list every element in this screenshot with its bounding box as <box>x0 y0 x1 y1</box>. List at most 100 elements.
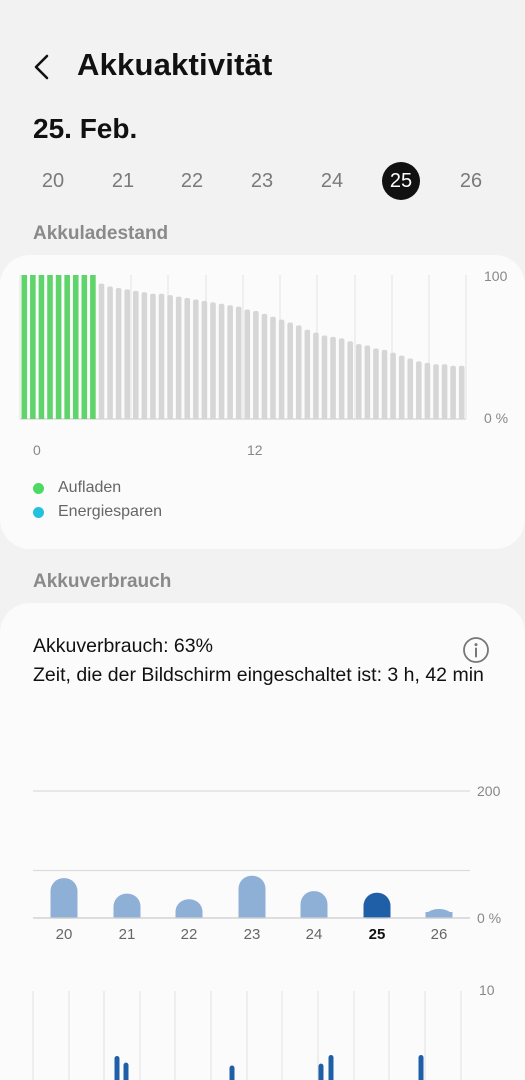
charging-bar <box>47 275 53 419</box>
level-bar <box>458 365 465 419</box>
level-bar <box>175 296 182 419</box>
info-icon[interactable] <box>462 636 490 664</box>
hourly-bar <box>318 1063 324 1080</box>
level-bar <box>450 365 456 419</box>
level-bar <box>278 319 285 419</box>
week-x-label: 25 <box>369 926 386 943</box>
y-tick-label: 10 <box>479 982 495 998</box>
charging-bar <box>72 275 79 419</box>
level-bar <box>338 338 345 419</box>
level-bar <box>184 298 191 419</box>
x-tick-label: 0 <box>33 442 41 458</box>
level-bar <box>261 313 268 419</box>
charging-bar <box>90 275 96 419</box>
level-bar <box>364 345 371 419</box>
day-21[interactable]: 21 <box>111 170 135 192</box>
charging-bar <box>21 275 28 419</box>
hourly-bar <box>229 1065 235 1080</box>
week-x-label: 21 <box>119 926 136 943</box>
hourly-bar <box>328 1055 334 1080</box>
charging-bar <box>38 275 45 419</box>
week-x-label: 23 <box>244 926 261 943</box>
level-bar <box>424 362 431 419</box>
level-bar <box>218 303 225 419</box>
level-bar <box>253 311 259 419</box>
usage-percentage-text: Akkuverbrauch: 63% <box>33 635 213 657</box>
level-bar <box>295 325 302 419</box>
level-bar <box>167 295 173 419</box>
app-header: Akkuaktivität <box>0 44 525 90</box>
level-bar <box>441 364 448 419</box>
level-bar <box>210 302 216 419</box>
y-tick-label: 0 % <box>484 410 508 426</box>
charging-legend-dot <box>33 483 44 494</box>
y-tick-label: 0 % <box>477 910 501 926</box>
level-bar <box>433 364 439 419</box>
level-bar <box>107 286 113 419</box>
week-bar-base <box>363 912 391 918</box>
hourly-usage-chart: 10 <box>32 982 495 1080</box>
selected-date-title: 25. Feb. <box>33 113 138 144</box>
level-bar <box>313 332 319 419</box>
battery-level-chart: 100 0 % 0 12 <box>19 268 508 458</box>
level-bar <box>244 309 251 419</box>
hourly-bar <box>123 1062 129 1080</box>
week-bar-base <box>50 912 78 918</box>
hourly-bar <box>418 1055 424 1080</box>
level-bar <box>407 358 414 419</box>
weekly-usage-chart: 20 21 22 23 24 25 26 200 0 % <box>33 783 501 943</box>
screen-time-text: Zeit, die der Bildschirm eingeschaltet i… <box>33 664 484 686</box>
day-23[interactable]: 23 <box>250 170 274 192</box>
level-bar <box>235 306 242 419</box>
level-bar <box>150 293 156 419</box>
week-bar-base <box>425 912 453 918</box>
level-bar <box>133 290 139 419</box>
level-bar <box>141 292 148 419</box>
charging-bar <box>81 275 88 419</box>
y-tick-label: 100 <box>484 268 508 284</box>
page-title: Akkuaktivität <box>77 47 273 82</box>
day-25[interactable]: 25 <box>382 162 420 200</box>
day-22[interactable]: 22 <box>180 170 204 192</box>
charging-bar <box>64 275 70 419</box>
charging-bar <box>30 275 36 419</box>
level-bar <box>98 283 105 419</box>
power-saving-legend-dot <box>33 507 44 518</box>
level-bar <box>124 289 130 419</box>
battery-usage-section-label: Akkuverbrauch <box>33 571 172 592</box>
battery-usage-card <box>0 603 525 1080</box>
level-bar <box>321 335 328 419</box>
level-bar <box>201 300 208 419</box>
level-bar <box>330 336 336 419</box>
level-bar <box>373 348 379 419</box>
week-x-label: 22 <box>181 926 198 943</box>
level-bar <box>287 322 293 419</box>
level-bar <box>193 299 199 419</box>
y-tick-label: 200 <box>477 783 501 799</box>
week-x-label: 24 <box>306 926 323 943</box>
level-bar <box>115 287 122 419</box>
level-bar <box>416 361 422 419</box>
level-bar <box>381 349 388 419</box>
battery-level-section-label: Akkuladestand <box>33 223 169 244</box>
day-20[interactable]: 20 <box>41 170 65 192</box>
level-bar <box>347 341 353 419</box>
level-bar <box>158 293 165 419</box>
level-bar <box>270 316 276 419</box>
charging-bar <box>55 275 62 419</box>
battery-level-card: 100 0 % 0 12 Aufladen Energiesparen <box>0 255 525 549</box>
day-24[interactable]: 24 <box>320 170 344 192</box>
chevron-left-icon[interactable] <box>26 50 60 84</box>
day-selector: 20 21 22 23 24 25 26 <box>0 162 525 200</box>
week-x-label: 20 <box>56 926 73 943</box>
week-bar-base <box>113 912 141 918</box>
level-bar <box>304 329 311 419</box>
week-bar-base <box>300 912 328 918</box>
legend-label-charging: Aufladen <box>58 479 122 496</box>
hourly-bar <box>114 1056 120 1080</box>
legend-label-power-saving: Energiesparen <box>58 503 163 520</box>
week-bar-base <box>238 912 266 918</box>
week-x-label: 26 <box>431 926 448 943</box>
level-bar <box>398 355 405 419</box>
day-26[interactable]: 26 <box>459 170 483 192</box>
